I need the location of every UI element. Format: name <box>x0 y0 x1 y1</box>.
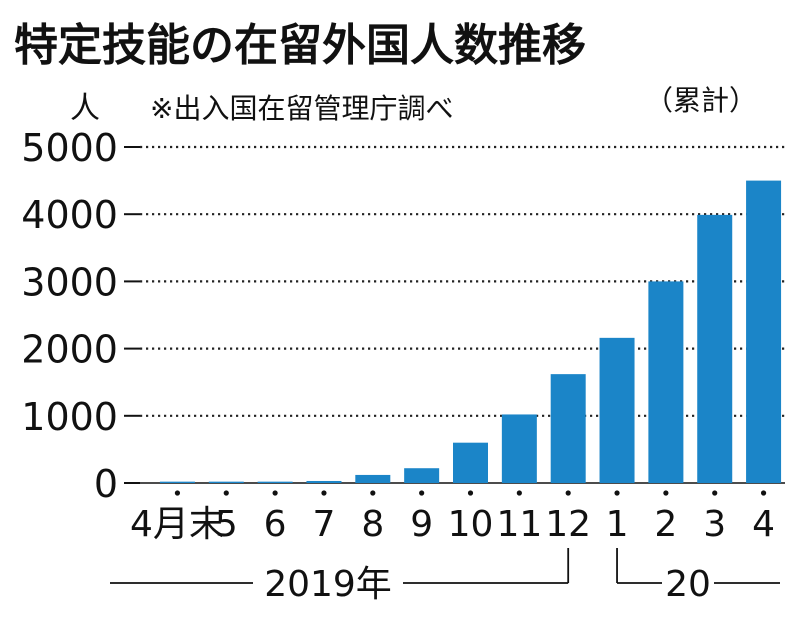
bar <box>453 442 488 483</box>
x-tick-dot <box>516 490 522 496</box>
y-unit-label: 人 <box>70 91 100 126</box>
x-tick-label: 4 <box>752 504 775 545</box>
bar <box>501 414 537 483</box>
x-tick-dot <box>565 490 571 496</box>
year-brackets: 2019年 20 <box>110 548 780 605</box>
chart-title: 特定技能の在留外国人数推移 <box>14 20 586 71</box>
x-tick-dot <box>712 490 718 496</box>
bar <box>697 214 733 483</box>
x-tick-dot <box>272 490 278 496</box>
source-note: ※出入国在留管理庁調べ <box>150 92 453 125</box>
y-axis: 0 1000 2000 3000 4000 5000 <box>21 126 140 506</box>
x-tick-dot <box>370 490 376 496</box>
x-tick-dot <box>174 490 181 496</box>
bar <box>404 468 440 483</box>
x-tick-dot <box>760 490 767 496</box>
y-tick-label: 0 <box>94 462 118 506</box>
year-label: 2019年 <box>264 564 392 605</box>
x-tick-label: 8 <box>361 504 384 545</box>
bar <box>550 374 586 483</box>
bar <box>257 481 293 483</box>
x-tick-label: 5 <box>215 504 238 545</box>
bar <box>306 480 342 483</box>
x-tick-label: 1 <box>606 504 629 545</box>
x-tick-dot <box>663 490 669 496</box>
x-tick-label: 3 <box>703 504 726 545</box>
bar <box>648 281 684 483</box>
x-tick-label: 12 <box>545 504 591 545</box>
bar <box>208 481 244 483</box>
x-tick-label: 11 <box>496 504 542 545</box>
y-tick-label: 4000 <box>21 193 118 237</box>
x-tick-dot <box>321 490 327 496</box>
y-tick-label: 5000 <box>21 126 118 170</box>
x-tick-label: 2 <box>654 504 677 545</box>
x-tick-label: 6 <box>264 504 287 545</box>
x-tick-dot <box>467 490 474 496</box>
x-tick-dot <box>614 490 620 496</box>
x-tick-dot <box>223 490 229 496</box>
bar <box>599 337 635 483</box>
x-tick-label: 10 <box>448 504 494 545</box>
x-tick-label: 4月末 <box>130 504 225 545</box>
gridlines <box>140 145 785 484</box>
x-tick-label: 9 <box>410 504 433 545</box>
bar <box>746 180 782 483</box>
x-tick-dot <box>419 490 425 496</box>
x-tick-label: 7 <box>313 504 336 545</box>
y-tick-label: 3000 <box>21 260 118 304</box>
bar <box>355 474 391 483</box>
y-tick-label: 2000 <box>21 328 118 372</box>
cumulative-note: （累計） <box>645 84 757 117</box>
bars <box>159 180 782 483</box>
year-label: 20 <box>665 564 711 605</box>
bar <box>159 481 195 483</box>
y-tick-label: 1000 <box>21 395 118 439</box>
